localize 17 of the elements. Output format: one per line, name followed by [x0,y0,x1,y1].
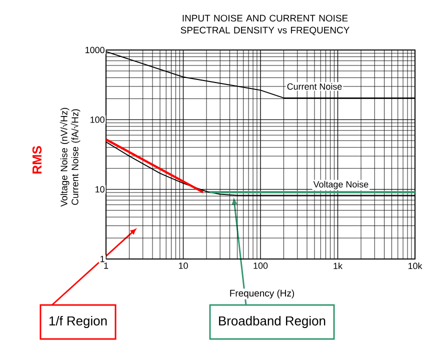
text: 1/f Region [49,316,107,328]
x-tick-label: 100 [254,262,268,269]
chart-title: INPUT NOISE AND CURRENT NOISE SPECTRAL DENSITY vs FREQUENCY [180,14,350,36]
y-tick-label: 10 [96,186,104,193]
annotation: Broadband Region [219,316,326,328]
y-tick-label: 1000 [86,46,104,54]
series-label: Current Noise [287,83,342,90]
x-tick-label: 10 [178,262,188,269]
x-tick-label: 1k [334,262,343,270]
x-tick-label: 1 [104,262,108,269]
series-label: Voltage Noise [313,180,368,190]
y-axis-title: Voltage Noise (nV/√Hz) Current Noise (fA/√Hz) [60,108,80,207]
x-tick-label: 10k [408,262,422,270]
x-axis-title: Frequency (Hz) [230,290,294,298]
y-tick-label: 1 [100,256,104,262]
text: RMS [32,146,42,174]
y-tick-label: 100 [90,116,104,123]
